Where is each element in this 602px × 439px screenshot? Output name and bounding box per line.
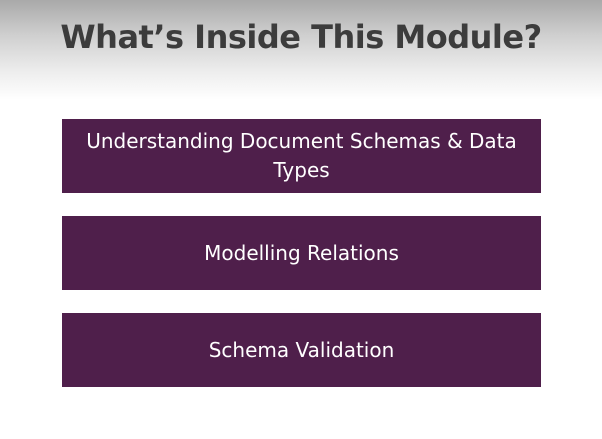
topic-box: Understanding Document Schemas & Data Ty…	[62, 119, 541, 193]
topic-box: Schema Validation	[62, 313, 541, 387]
topic-list: Understanding Document Schemas & Data Ty…	[62, 119, 541, 387]
topic-label: Schema Validation	[208, 337, 395, 362]
header-gradient	[0, 0, 602, 100]
topic-label: Understanding Document Schemas & Data Ty…	[86, 129, 517, 182]
topic-box: Modelling Relations	[62, 216, 541, 290]
topic-label: Modelling Relations	[204, 240, 399, 265]
slide-title: What’s Inside This Module?	[60, 18, 542, 56]
